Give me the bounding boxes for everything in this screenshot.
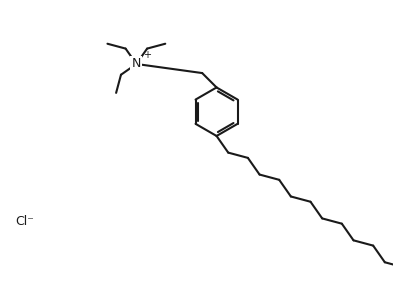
Text: N: N (132, 57, 141, 70)
Text: +: + (143, 50, 151, 60)
Text: Cl⁻: Cl⁻ (15, 215, 34, 228)
